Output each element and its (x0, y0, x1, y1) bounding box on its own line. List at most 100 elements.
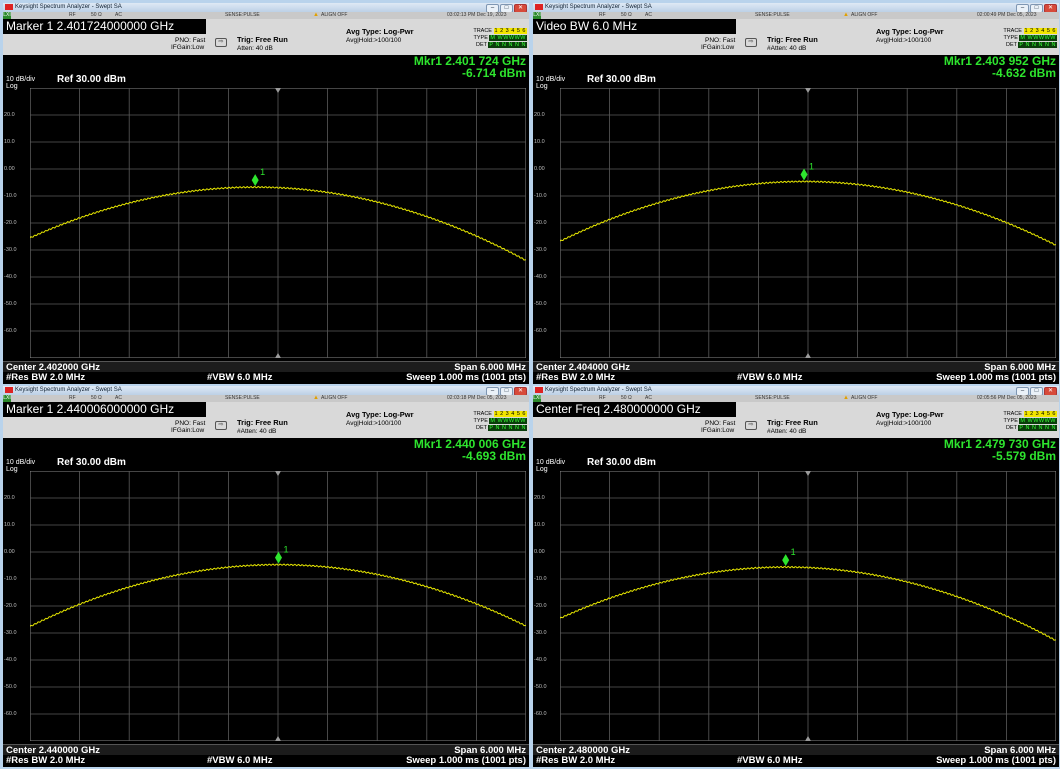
impedance-indicator: 50 Ω (91, 395, 102, 402)
trace-indicator: TRACE 1 2 3 4 5 6 (473, 411, 527, 417)
marker-readout: Mkr1 2.403 952 GHz -4.632 dBm (944, 55, 1056, 79)
trigger-icon: ⇨ (215, 38, 227, 47)
coupling-indicator: AC (645, 395, 652, 402)
reference-level: Ref 30.00 dBm (57, 458, 126, 468)
window-titlebar[interactable]: Keysight Spectrum Analyzer - Swept SA – □… (533, 3, 1059, 12)
type-indicator: TYPE M WWWWW (474, 35, 527, 41)
y-tick-label: -60.0 (534, 328, 547, 334)
pno-setting: PNO: Fast (705, 37, 735, 44)
window-titlebar[interactable]: Keysight Spectrum Analyzer - Swept SA – □… (533, 386, 1059, 395)
log-label: Log (6, 83, 18, 90)
trace-label: TRACE (473, 28, 492, 34)
ifgain-setting: IFGain:Low (171, 44, 204, 51)
type-sequence: M WWWWW (1019, 418, 1057, 424)
trace-sequence: 1 2 3 4 5 6 (1024, 411, 1058, 417)
y-tick-label: 20.0 (4, 112, 15, 118)
status-row: LXI RF 50 Ω AC SENSE:PULSE ▲ ALIGN OFF 0… (3, 12, 529, 19)
status-row: LXI RF 50 Ω AC SENSE:PULSE ▲ ALIGN OFF 0… (533, 12, 1059, 19)
pno-setting: PNO: Fast (705, 420, 735, 427)
rf-indicator: RF (599, 395, 606, 402)
y-tick-label: -40.0 (4, 274, 17, 280)
trigger-icon: ⇨ (745, 421, 757, 430)
align-indicator: ALIGN OFF (851, 395, 877, 402)
datetime: 02:00:49 PM Dec 05, 2023 (977, 12, 1037, 19)
avg-hold: Avg|Hold:>100/100 (876, 420, 931, 427)
type-sequence: M WWWWW (489, 418, 527, 424)
pno-setting: PNO: Fast (175, 420, 205, 427)
spectrum-plot[interactable]: 1 (30, 88, 526, 358)
trace-indicator: TRACE 1 2 3 4 5 6 (1003, 28, 1057, 34)
window-title: Keysight Spectrum Analyzer - Swept SA (545, 4, 652, 10)
sweep-setting: Sweep 1.000 ms (1001 pts) (936, 373, 1056, 383)
spectrum-plot[interactable]: 1 (560, 88, 1056, 358)
app-icon (5, 387, 13, 393)
det-label: DET (1006, 425, 1017, 431)
rf-indicator: RF (69, 12, 76, 19)
trig-setting: Trig: Free Run (237, 419, 288, 427)
active-function[interactable]: Marker 1 2.401724000000 GHz (3, 19, 206, 34)
align-indicator: ALIGN OFF (321, 12, 347, 19)
active-function[interactable]: Marker 1 2.440006000000 GHz (3, 402, 206, 417)
settings-panel: Video BW 6.0 MHz PNO: Fast IFGain:Low ⇨ … (533, 19, 1059, 55)
y-tick-label: -20.0 (4, 603, 17, 609)
y-tick-label: -40.0 (534, 657, 547, 663)
avg-type: Avg Type: Log-Pwr (876, 28, 944, 36)
trig-setting: Trig: Free Run (237, 36, 288, 44)
window-titlebar[interactable]: Keysight Spectrum Analyzer - Swept SA – □… (3, 386, 529, 395)
type-label: TYPE (474, 35, 488, 41)
type-indicator: TYPE M WWWWW (474, 418, 527, 424)
active-function[interactable]: Center Freq 2.480000000 GHz (533, 402, 736, 417)
y-tick-label: 10.0 (534, 522, 545, 528)
y-tick-label: -50.0 (4, 684, 17, 690)
reference-level: Ref 30.00 dBm (587, 458, 656, 468)
y-tick-label: -40.0 (534, 274, 547, 280)
app-icon (535, 387, 543, 393)
det-label: DET (476, 425, 487, 431)
active-function[interactable]: Video BW 6.0 MHz (533, 19, 736, 34)
y-tick-label: 20.0 (534, 112, 545, 118)
rf-indicator: RF (599, 12, 606, 19)
window-controls: – □ ✕ (1015, 3, 1057, 12)
window-controls: – □ ✕ (485, 386, 527, 395)
y-tick-label: -40.0 (4, 657, 17, 663)
sweep-setting: Sweep 1.000 ms (1001 pts) (406, 373, 526, 383)
spectrum-svg: 1 (560, 88, 1056, 358)
pno-setting: PNO: Fast (175, 37, 205, 44)
type-label: TYPE (1004, 35, 1018, 41)
res-bw: #Res BW 2.0 MHz (536, 756, 615, 766)
marker-amplitude: -5.579 dBm (944, 450, 1056, 462)
window-titlebar[interactable]: Keysight Spectrum Analyzer - Swept SA – □… (3, 3, 529, 12)
lxi-icon: LXI (533, 12, 541, 19)
trace-indicator: TRACE 1 2 3 4 5 6 (473, 28, 527, 34)
sense-indicator: SENSE:PULSE (225, 395, 260, 402)
type-indicator: TYPE M WWWWW (1004, 418, 1057, 424)
spectrum-plot[interactable]: 1 (560, 471, 1056, 741)
trigger-icon: ⇨ (745, 38, 757, 47)
window-title: Keysight Spectrum Analyzer - Swept SA (15, 4, 122, 10)
sense-indicator: SENSE:PULSE (755, 395, 790, 402)
atten-setting: Atten: 40 dB (237, 45, 273, 52)
window-controls: – □ ✕ (485, 3, 527, 12)
trig-setting: Trig: Free Run (767, 36, 818, 44)
datetime: 02:05:56 PM Dec 05, 2023 (977, 395, 1037, 402)
avg-type: Avg Type: Log-Pwr (876, 411, 944, 419)
app-icon (535, 4, 543, 10)
marker-number: 1 (260, 167, 265, 177)
window-title: Keysight Spectrum Analyzer - Swept SA (15, 387, 122, 393)
sense-indicator: SENSE:PULSE (755, 12, 790, 19)
status-row: LXI RF 50 Ω AC SENSE:PULSE ▲ ALIGN OFF 0… (3, 395, 529, 402)
ifgain-setting: IFGain:Low (701, 427, 734, 434)
avg-hold: Avg|Hold:>100/100 (876, 37, 931, 44)
vbw: #VBW 6.0 MHz (737, 756, 802, 766)
y-tick-label: 10.0 (4, 522, 15, 528)
marker-number: 1 (791, 547, 796, 557)
det-sequence: P N N N N N (488, 42, 527, 48)
lxi-icon: LXI (3, 395, 11, 402)
spectrum-plot[interactable]: 1 (30, 471, 526, 741)
avg-hold: Avg|Hold:>100/100 (346, 37, 401, 44)
trace-label: TRACE (1003, 411, 1022, 417)
trigger-icon: ⇨ (215, 421, 227, 430)
ifgain-setting: IFGain:Low (171, 427, 204, 434)
marker-number: 1 (809, 162, 814, 172)
impedance-indicator: 50 Ω (91, 12, 102, 19)
